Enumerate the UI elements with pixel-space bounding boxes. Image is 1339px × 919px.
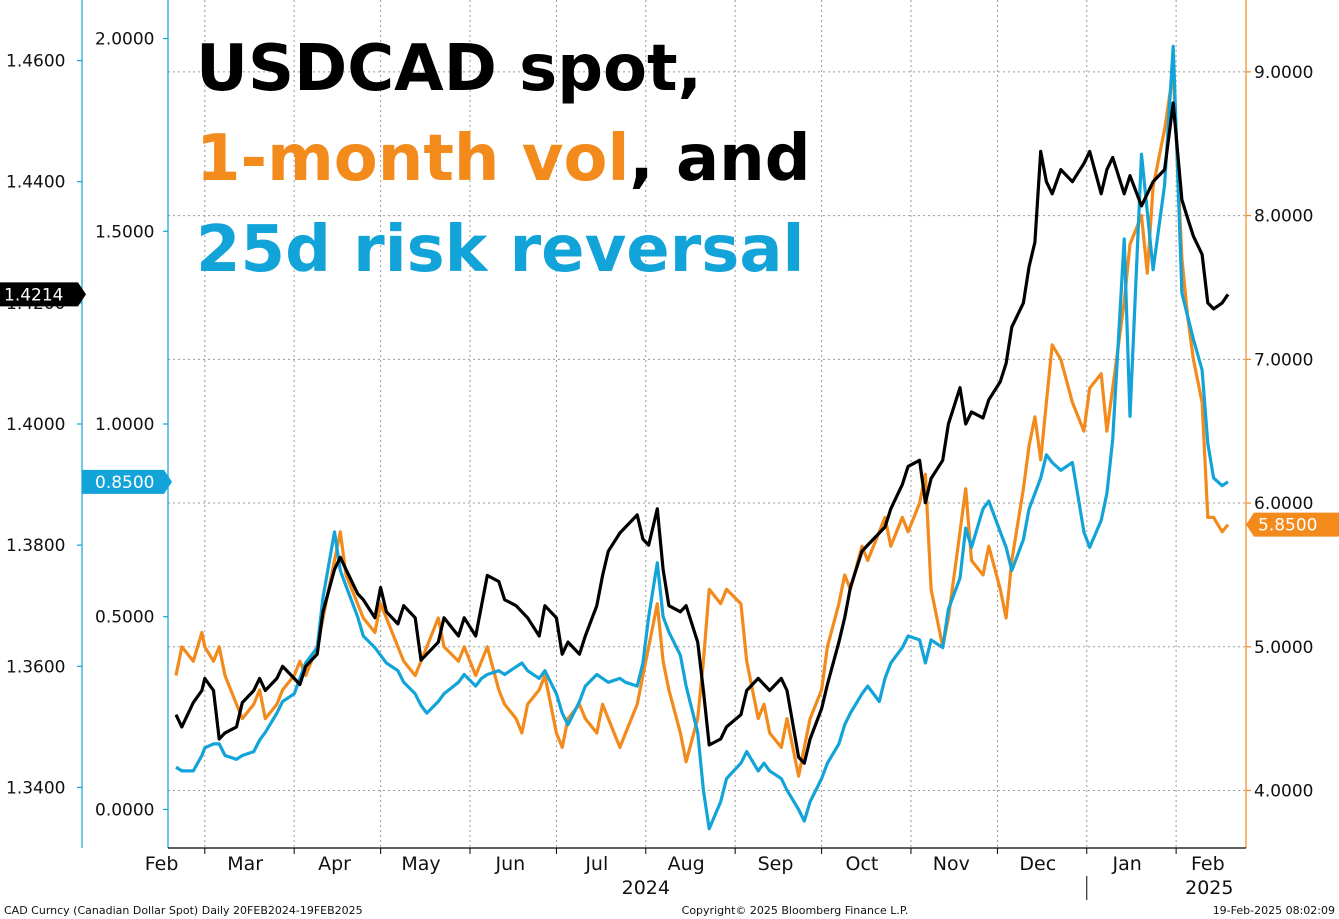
spot-current-badge (0, 282, 86, 307)
spot-current-label: 1.4214 (4, 285, 63, 305)
chart-title-line2-rest: , and (629, 122, 810, 196)
vol-tick-label: 9.0000 (1254, 63, 1313, 83)
gridlines (168, 0, 1246, 854)
spot-series-line (174, 101, 1230, 765)
spot-tick-label: 1.4400 (6, 173, 65, 193)
month-label: Nov (933, 853, 970, 875)
spot-tick-label: 1.3800 (6, 536, 65, 556)
vol-current-label: 5.8500 (1258, 516, 1317, 536)
month-label: Sep (758, 853, 794, 875)
rr-tick-label: 0.5000 (95, 608, 154, 628)
month-label: Jan (1111, 853, 1141, 875)
footer-left: CAD Curncy (Canadian Dollar Spot) Daily … (4, 904, 363, 917)
rr-tick-label: 2.0000 (95, 30, 154, 50)
month-label: Jun (494, 853, 525, 875)
rr-series-line (175, 44, 1229, 831)
vol-tick-label: 8.0000 (1254, 207, 1313, 227)
vol-tick-label: 5.0000 (1254, 638, 1313, 658)
footer-center: Copyright© 2025 Bloomberg Finance L.P. (682, 904, 909, 917)
month-label: Feb (145, 853, 179, 875)
rr-tick-label: 1.0000 (95, 415, 154, 435)
rr-tick-label: 1.5000 (95, 222, 154, 242)
rr-axis-ticks: 0.0000 0.5000 1.0000 1.5000 2.0000 (95, 30, 168, 820)
rr-tick-label: 0.0000 (95, 800, 154, 820)
chart-title-line3: 25d risk reversal (196, 213, 804, 287)
month-label: Aug (668, 853, 705, 875)
rr-current-badge (82, 469, 172, 494)
vol-tick-label: 7.0000 (1254, 350, 1313, 370)
month-label: Feb (1191, 853, 1225, 875)
chart-title-line2: 1-month vol, and (196, 122, 811, 196)
spot-axis-ticks: 1.34001.36001.38001.40001.42001.44001.46… (6, 52, 82, 798)
rr-current-label: 0.8500 (95, 473, 154, 493)
x-axis-ticks: Feb Mar Apr May Jun Jul Aug Sep Oct Nov Dec Jan Feb2… (145, 853, 1233, 900)
vol-series-line (174, 70, 1230, 778)
spot-tick-label: 1.4600 (6, 52, 65, 72)
chart-title-line1: USDCAD spot, (196, 32, 702, 106)
vol-current-badge (1246, 512, 1339, 537)
spot-tick-label: 1.3600 (6, 657, 65, 677)
spot-tick-label: 1.4000 (6, 415, 65, 435)
series-lines (174, 44, 1230, 831)
chart-title-line2-colored: 1-month vol (196, 122, 629, 196)
vol-tick-label: 6.0000 (1254, 494, 1313, 514)
month-label: Apr (318, 853, 351, 875)
month-label: Jul (584, 853, 608, 875)
vol-axis-ticks: 4.0000 5.0000 6.0000 7.0000 8.0000 9.0000 (1246, 63, 1313, 802)
month-label: Oct (846, 853, 879, 875)
year-label: 2025 (1185, 877, 1233, 899)
month-label: May (401, 853, 440, 875)
footer-right: 19-Feb-2025 08:02:09 (1213, 904, 1335, 917)
month-label: Mar (227, 853, 263, 875)
spot-tick-label: 1.3400 (6, 778, 65, 798)
current-value-badges: 1.4214 0.8500 5.8500 (0, 282, 1339, 537)
vol-tick-label: 4.0000 (1254, 782, 1313, 802)
year-label: 2024 (622, 877, 670, 899)
month-label: Dec (1019, 853, 1056, 875)
